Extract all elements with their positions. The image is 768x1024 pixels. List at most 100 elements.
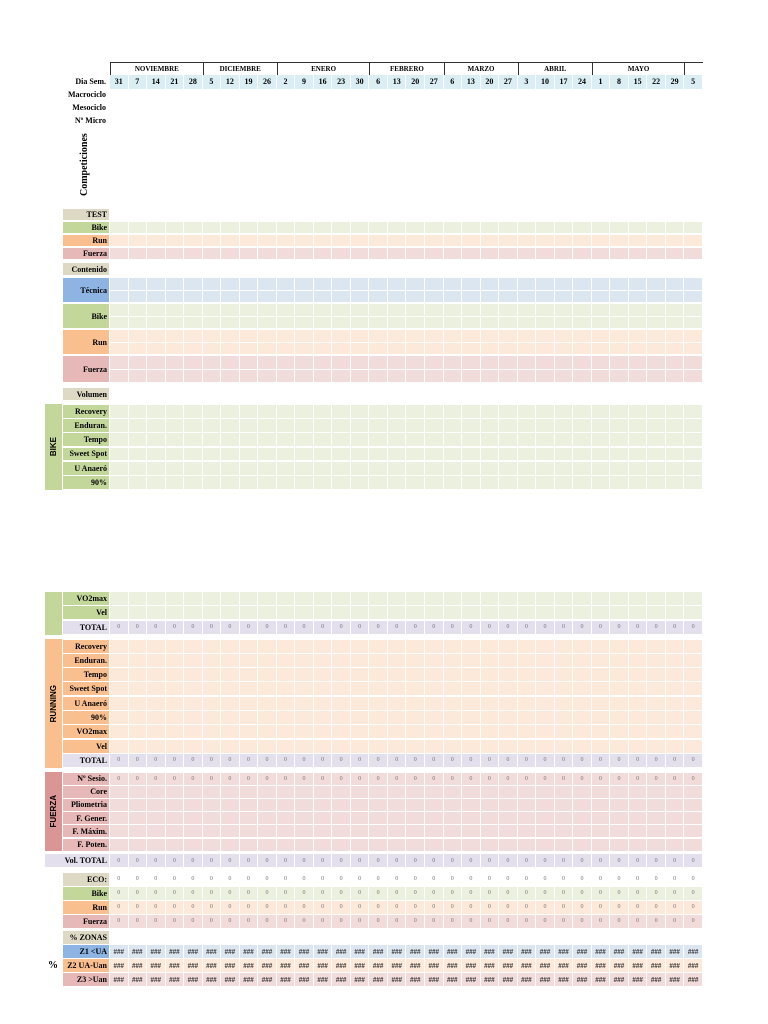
- grid-cell[interactable]: [628, 290, 648, 303]
- grid-cell[interactable]: 0: [165, 854, 185, 868]
- grid-cell[interactable]: 0: [536, 873, 555, 887]
- grid-cell[interactable]: 0: [239, 772, 259, 786]
- grid-cell[interactable]: [128, 235, 148, 247]
- grid-cell[interactable]: [517, 838, 537, 852]
- grid-cell[interactable]: [202, 304, 222, 317]
- grid-cell[interactable]: [425, 739, 444, 754]
- grid-cell[interactable]: ###: [517, 959, 537, 973]
- grid-cell[interactable]: 0: [610, 901, 629, 915]
- grid-cell[interactable]: ###: [332, 959, 351, 973]
- grid-cell[interactable]: [480, 222, 500, 234]
- grid-cell[interactable]: ###: [221, 959, 240, 973]
- grid-cell[interactable]: 0: [517, 753, 537, 768]
- grid-cell[interactable]: [369, 812, 388, 826]
- grid-cell[interactable]: 0: [462, 915, 481, 929]
- grid-cell[interactable]: [665, 682, 685, 697]
- grid-cell[interactable]: [647, 785, 666, 799]
- grid-cell[interactable]: 0: [499, 887, 518, 901]
- grid-cell[interactable]: [239, 419, 259, 433]
- grid-cell[interactable]: [425, 304, 444, 317]
- grid-cell[interactable]: 0: [591, 620, 611, 635]
- grid-cell[interactable]: [295, 405, 314, 419]
- grid-cell[interactable]: [684, 606, 703, 620]
- grid-cell[interactable]: ###: [536, 959, 555, 973]
- grid-cell[interactable]: [258, 447, 277, 462]
- grid-cell[interactable]: 0: [202, 901, 222, 915]
- grid-cell[interactable]: [536, 592, 555, 606]
- grid-cell[interactable]: [387, 825, 407, 839]
- grid-cell[interactable]: [684, 696, 703, 711]
- grid-cell[interactable]: [462, 330, 481, 343]
- grid-cell[interactable]: [276, 461, 296, 476]
- grid-cell[interactable]: ###: [276, 945, 296, 959]
- grid-cell[interactable]: ###: [295, 959, 314, 973]
- grid-cell[interactable]: ###: [258, 945, 277, 959]
- grid-cell[interactable]: [295, 290, 314, 303]
- grid-cell[interactable]: [350, 461, 370, 476]
- grid-cell[interactable]: [573, 356, 592, 370]
- grid-cell[interactable]: [536, 447, 555, 462]
- grid-cell[interactable]: [406, 447, 425, 462]
- grid-cell[interactable]: [128, 447, 148, 462]
- grid-cell[interactable]: [425, 725, 444, 740]
- grid-cell[interactable]: [499, 682, 518, 697]
- grid-cell[interactable]: [165, 812, 185, 826]
- grid-cell[interactable]: [276, 356, 296, 370]
- grid-cell[interactable]: 0: [221, 620, 240, 635]
- grid-cell[interactable]: [665, 222, 685, 234]
- grid-cell[interactable]: [628, 356, 648, 370]
- grid-cell[interactable]: 0: [462, 873, 481, 887]
- grid-cell[interactable]: 0: [128, 854, 148, 868]
- grid-cell[interactable]: [425, 711, 444, 725]
- grid-cell[interactable]: [147, 668, 166, 683]
- grid-cell[interactable]: 0: [258, 901, 277, 915]
- grid-cell[interactable]: [276, 592, 296, 606]
- grid-cell[interactable]: [313, 668, 333, 683]
- grid-cell[interactable]: 0: [147, 620, 166, 635]
- grid-cell[interactable]: [628, 330, 648, 343]
- grid-cell[interactable]: [387, 668, 407, 683]
- grid-cell[interactable]: [462, 812, 481, 826]
- grid-cell[interactable]: [462, 356, 481, 370]
- grid-cell[interactable]: [554, 222, 574, 234]
- grid-cell[interactable]: [443, 668, 463, 683]
- grid-cell[interactable]: ###: [110, 973, 129, 987]
- grid-cell[interactable]: 0: [462, 753, 481, 768]
- grid-cell[interactable]: [239, 405, 259, 419]
- grid-cell[interactable]: ###: [369, 959, 388, 973]
- grid-cell[interactable]: [165, 639, 185, 654]
- grid-cell[interactable]: [239, 785, 259, 799]
- grid-cell[interactable]: 0: [313, 901, 333, 915]
- grid-cell[interactable]: [425, 342, 444, 355]
- grid-cell[interactable]: ###: [425, 973, 444, 987]
- grid-cell[interactable]: [647, 739, 666, 754]
- grid-cell[interactable]: [276, 739, 296, 754]
- grid-cell[interactable]: [258, 330, 277, 343]
- grid-cell[interactable]: [165, 290, 185, 303]
- grid-cell[interactable]: [110, 447, 129, 462]
- grid-cell[interactable]: [517, 592, 537, 606]
- grid-cell[interactable]: ###: [628, 973, 648, 987]
- grid-cell[interactable]: [258, 419, 277, 433]
- grid-cell[interactable]: [591, 825, 611, 839]
- grid-cell[interactable]: [387, 369, 407, 383]
- grid-cell[interactable]: [147, 304, 166, 317]
- grid-cell[interactable]: 0: [202, 915, 222, 929]
- grid-cell[interactable]: 0: [480, 887, 500, 901]
- grid-cell[interactable]: [573, 696, 592, 711]
- grid-cell[interactable]: [313, 304, 333, 317]
- grid-cell[interactable]: [332, 653, 351, 668]
- grid-cell[interactable]: [610, 798, 629, 812]
- grid-cell[interactable]: 0: [665, 854, 685, 868]
- grid-cell[interactable]: [536, 330, 555, 343]
- grid-cell[interactable]: [258, 798, 277, 812]
- grid-cell[interactable]: [350, 248, 370, 260]
- grid-cell[interactable]: [591, 447, 611, 462]
- grid-cell[interactable]: [684, 461, 703, 476]
- grid-cell[interactable]: [110, 433, 129, 448]
- grid-cell[interactable]: [443, 342, 463, 355]
- grid-cell[interactable]: [147, 461, 166, 476]
- grid-cell[interactable]: 0: [480, 915, 500, 929]
- grid-cell[interactable]: [610, 304, 629, 317]
- grid-cell[interactable]: 0: [536, 854, 555, 868]
